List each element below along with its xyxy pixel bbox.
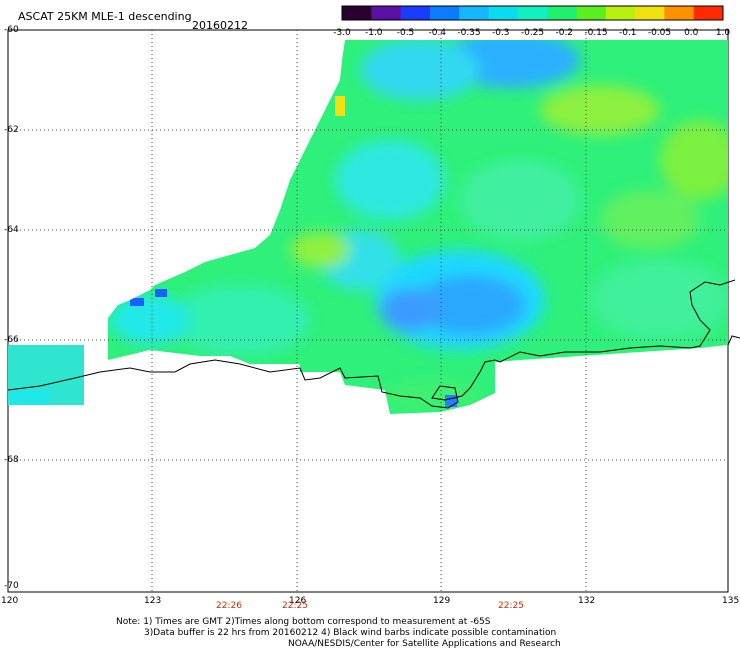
colorbar-tick-label: -0.4	[428, 28, 447, 38]
colorbar-tick-label: -0.5	[396, 28, 415, 38]
colorbar-tick-label: 1.0	[715, 28, 731, 38]
lon-label-135: 135	[722, 596, 740, 606]
colorbar-segment	[635, 6, 665, 20]
lon-label-129: 129	[433, 596, 451, 606]
colorbar-tick-label: -1.0	[364, 28, 383, 38]
colorbar-frame	[341, 5, 724, 21]
colorbar-segment	[342, 6, 372, 20]
observation-date: 20160212	[192, 19, 248, 32]
colorbar-tick-label: -0.3	[491, 28, 510, 38]
lat-label-64: -64	[4, 225, 19, 235]
wind-swath	[8, 40, 728, 414]
lat-label-66: -66	[4, 335, 19, 345]
colorbar-segment	[488, 6, 519, 20]
lat-label-68: -68	[4, 455, 19, 465]
lon-label-126: 126	[289, 596, 307, 606]
colorbar-tick-label: 0.0	[684, 28, 699, 38]
lat-label-60: -60	[4, 25, 19, 35]
colorbar-segment	[547, 6, 577, 20]
colorbar-segment	[429, 6, 460, 20]
lon-label-132: 132	[578, 596, 596, 606]
lon-label-123: 123	[144, 596, 162, 606]
colorbar-tick-label: -0.2	[555, 28, 574, 38]
note-line-1: Note: 1) Times are GMT 2)Times along bot…	[116, 617, 491, 627]
coastline-edge	[727, 335, 740, 346]
lat-label-62: -62	[4, 125, 19, 135]
time-label-3: 22:25	[498, 601, 524, 611]
colorbar-tick-label: -0.25	[520, 28, 545, 38]
antarctic-coastline	[7, 279, 736, 409]
gridlines	[8, 30, 728, 592]
colorbar-segment	[664, 6, 695, 20]
colorbar-tick-label: -3.0	[333, 28, 351, 38]
note-line-3: NOAA/NESDIS/Center for Satellite Applica…	[288, 639, 561, 649]
colorbar-segment	[400, 6, 431, 20]
colorbar-segment	[605, 6, 636, 20]
note-line-2: 3)Data buffer is 22 hrs from 20160212 4)…	[144, 628, 557, 638]
lon-label-120: 120	[1, 596, 19, 606]
colorbar	[342, 6, 724, 20]
colorbar-segment	[371, 6, 402, 20]
colorbar-segment	[576, 6, 607, 20]
colorbar-segment	[517, 6, 548, 20]
time-label-1: 22:26	[216, 601, 242, 611]
time-label-2: 22:25	[282, 601, 308, 611]
lat-label-70: -70	[4, 581, 19, 591]
product-title: ASCAT 25KM MLE-1 descending	[18, 10, 192, 23]
colorbar-tick-label: -0.1	[618, 28, 637, 38]
colorbar-tick-label: -0.35	[457, 28, 481, 38]
colorbar-tick-label: -0.05	[647, 28, 672, 38]
colorbar-segment	[459, 6, 490, 20]
colorbar-tick-label: -0.15	[584, 28, 608, 38]
colorbar-segment	[693, 6, 724, 20]
